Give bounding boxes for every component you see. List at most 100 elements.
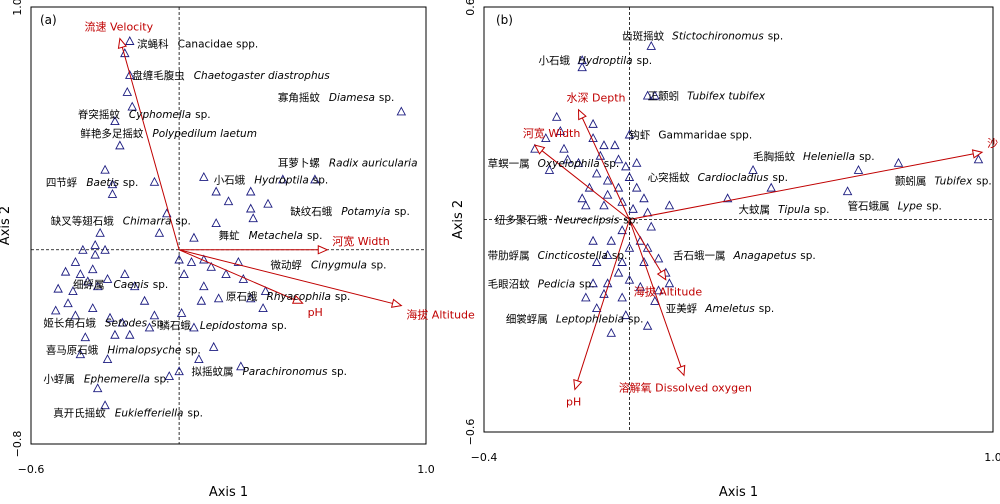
species-point [599, 200, 609, 210]
x-tick-label: −0.4 [471, 451, 498, 464]
env-vector-arrowhead [291, 295, 304, 304]
species-suffix: sp. [175, 216, 190, 228]
species-latin-name: Canacidae spp. [178, 38, 259, 50]
species-chinese-name: 颤蚓属 [895, 175, 927, 188]
species-point [555, 126, 566, 135]
species-point [70, 256, 81, 266]
species-label: 大蚊属 Tipula sp. [739, 203, 830, 216]
species-chinese-name: 原石蛾 [226, 290, 258, 303]
species-point [245, 186, 256, 196]
species-latin-name: Eukiefferiella [115, 407, 184, 419]
species-point [174, 254, 184, 264]
species-label: 拟摇蚊属 Parachironomus sp. [191, 365, 347, 378]
panel-a: (a) −0.6 1.0 1.0 −0.8 Axis 1 Axis 2 流速 Velocity… [0, 0, 475, 500]
species-point [213, 293, 224, 303]
species-point [78, 244, 88, 254]
species-point [602, 189, 613, 199]
species-point [189, 322, 199, 332]
species-chinese-name: 细蜉属 [73, 278, 105, 291]
species-label: 四节蜉 Baetis sp. [46, 176, 139, 189]
species-point [174, 366, 184, 376]
species-point [635, 281, 646, 291]
species-latin-name: Oxyelophila [538, 158, 600, 170]
species-point [176, 307, 187, 317]
species-label: 毛眼沼蚊 Pedicia sp. [488, 277, 595, 290]
species-point [591, 257, 602, 266]
species-chinese-name: 舞虻 [219, 230, 240, 242]
species-latin-name: Hydroptila [254, 174, 309, 186]
species-point [653, 285, 664, 295]
species-point [613, 267, 624, 277]
species-point [595, 150, 606, 160]
species-point [100, 400, 110, 410]
species-point [117, 317, 128, 327]
species-point [100, 244, 110, 254]
species-chinese-name: 带肋蜉属 [488, 249, 530, 262]
species-label: 小石蛾 Hydroptila sp. [214, 173, 329, 186]
species-point [90, 249, 100, 259]
species-label: 真开氏摇蚊 Eukiefferiella sp. [53, 406, 203, 419]
y-tick-label: −0.8 [11, 431, 24, 458]
species-point [639, 257, 649, 266]
species-chinese-name: 姬长角石蛾 [43, 317, 96, 330]
species-latin-name: Cardiocladius [698, 172, 769, 184]
species-latin-name: Lype [898, 200, 923, 212]
species-latin-name: Diamesa [329, 92, 375, 104]
species-point [154, 227, 165, 237]
species-label: 盘缠毛腹虫 Chaetogaster diastrophus [132, 69, 330, 82]
species-chinese-name: 齿斑摇蚊 [622, 29, 664, 42]
species-label: 毛胸摇蚊 Heleniella sp. [753, 150, 875, 163]
y-tick-label: 0.6 [464, 0, 477, 16]
species-point [591, 303, 602, 312]
species-point [631, 182, 642, 192]
species-label: 纽多聚石蛾 Neureclipsis sp. [495, 214, 639, 227]
species-suffix: sp. [371, 259, 386, 271]
species-point [53, 283, 63, 293]
species-suffix: sp. [604, 158, 619, 170]
species-point [75, 269, 86, 279]
x-axis-label: Axis 1 [719, 485, 758, 500]
species-latin-name: Hydroptila [578, 55, 633, 67]
species-label: 颤蚓属 Tubifex sp. [895, 175, 992, 188]
species-latin-name: Caenis [113, 279, 149, 291]
species-point [206, 261, 216, 271]
species-point [122, 87, 133, 96]
species-point [110, 329, 120, 339]
env-vector-arrowhead [578, 108, 587, 121]
species-chinese-name: 毛眼沼蚊 [488, 277, 530, 290]
species-label: 姬长角石蛾 Setodes sp. [43, 317, 166, 330]
species-label: 滨蝇科 Canacidae spp. [137, 37, 258, 50]
species-point [621, 161, 631, 171]
species-point [199, 171, 209, 181]
species-suffix: sp. [768, 30, 783, 42]
species-chinese-name: 草螟一属 [488, 158, 530, 170]
panel-b: (b) −0.4 1.0 0.6 −0.6 Axis 1 Axis 2 沙 % Sand% 水深… [451, 0, 1000, 500]
species-point [189, 232, 199, 242]
species-point [544, 164, 555, 174]
species-label: 小石蛾 Hydroptila sp. [539, 54, 653, 67]
species-latin-name: Potamyia [341, 206, 390, 218]
species-point [125, 70, 135, 79]
species-label: 心突摇蚊 Cardiocladius sp. [648, 171, 788, 184]
species-suffix: sp. [926, 200, 941, 212]
species-point [722, 193, 733, 203]
env-vector-arrowhead [656, 269, 667, 281]
species-chinese-name: 真开氏摇蚊 [53, 406, 106, 419]
species-point [766, 182, 776, 192]
species-point [624, 242, 635, 252]
species-point [196, 295, 207, 305]
env-vector-line [541, 150, 630, 220]
species-point [642, 90, 653, 100]
species-chinese-name: 钩虾 [629, 129, 650, 142]
species-label: 寡角摇蚊 Diamesa sp. [278, 91, 395, 104]
species-point [664, 278, 675, 288]
env-vector-arrowhead [390, 298, 403, 308]
species-chinese-name: 脊突摇蚊 [78, 108, 120, 121]
env-vector-label: pH [308, 306, 323, 319]
species-point [95, 227, 105, 237]
species-suffix: sp. [637, 55, 652, 67]
species-point [606, 327, 616, 337]
species-latin-name: Baetis [86, 177, 119, 189]
species-suffix: sp. [859, 151, 874, 163]
species-suffix: sp. [379, 92, 394, 104]
